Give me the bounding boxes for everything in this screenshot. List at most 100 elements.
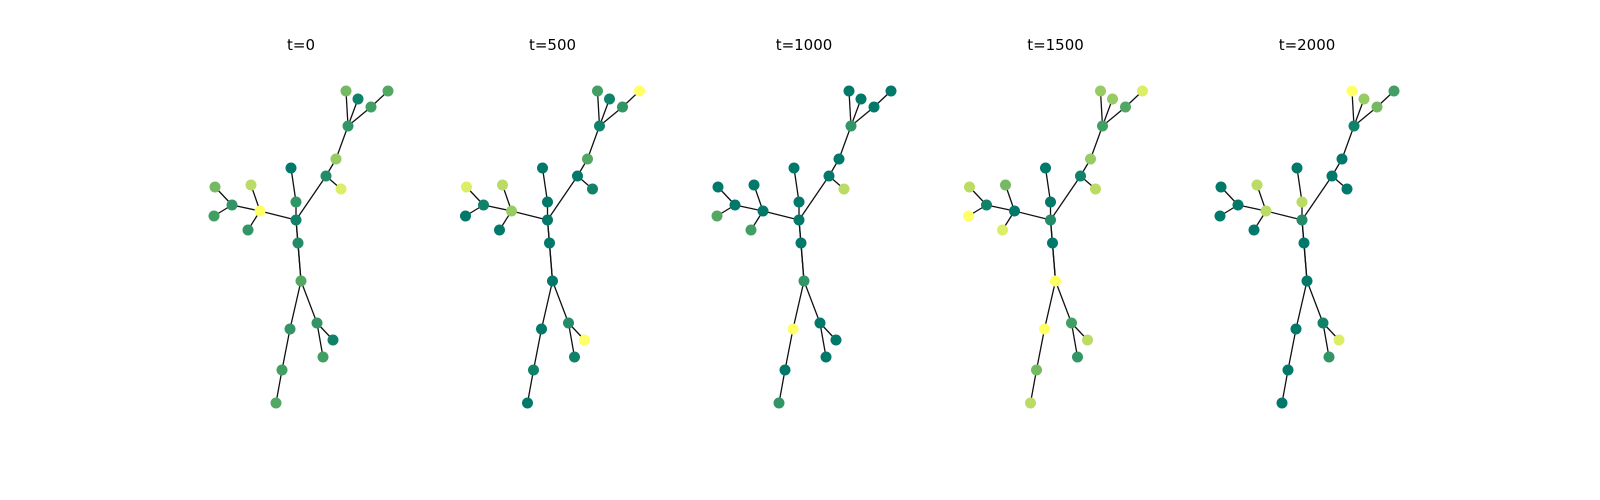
- network-edge: [1341, 125, 1355, 160]
- network-node: [537, 162, 548, 174]
- network-node: [729, 199, 741, 211]
- network-node: [1039, 323, 1050, 335]
- network-node: [342, 120, 354, 132]
- network-edge: [762, 210, 800, 221]
- network-node: [1000, 179, 1011, 191]
- network-edge: [540, 280, 554, 330]
- network-edge: [1265, 210, 1303, 221]
- network-edge: [838, 125, 852, 160]
- network-node: [1047, 237, 1058, 249]
- network-node: [757, 205, 769, 217]
- network-edge: [532, 328, 543, 371]
- network-node: [1301, 275, 1313, 287]
- network-node: [594, 120, 605, 132]
- network-node: [569, 351, 580, 363]
- network-node: [1072, 351, 1083, 363]
- network-node: [1348, 120, 1360, 132]
- network-node: [340, 85, 352, 97]
- network-edge: [1014, 210, 1051, 221]
- network-node: [352, 93, 364, 105]
- network-node: [295, 275, 307, 287]
- network-edge: [295, 175, 327, 221]
- network-node: [1040, 162, 1051, 174]
- network-edge: [1322, 322, 1330, 358]
- network-node: [787, 323, 799, 335]
- network-edge: [281, 328, 291, 371]
- network-node: [793, 196, 805, 208]
- network-edge: [275, 369, 283, 404]
- network-node: [1298, 237, 1310, 249]
- network-node: [773, 397, 785, 409]
- network-node: [245, 179, 257, 191]
- network-node: [290, 214, 302, 226]
- network-node: [1260, 205, 1272, 217]
- network-node: [1045, 196, 1056, 208]
- network-edge: [798, 219, 805, 282]
- network-edge: [792, 280, 805, 330]
- network-node: [617, 101, 628, 113]
- network-node: [460, 210, 471, 222]
- network-edge: [793, 167, 800, 203]
- network-edge: [1295, 280, 1308, 330]
- network-node: [981, 199, 992, 211]
- network-node: [1346, 85, 1358, 97]
- network-node: [506, 205, 517, 217]
- network-node: [795, 237, 807, 249]
- network-node: [748, 179, 760, 191]
- network-node: [270, 397, 282, 409]
- network-node: [1333, 334, 1345, 346]
- network-edge: [300, 280, 318, 324]
- network-node: [1251, 179, 1263, 191]
- network-edge: [511, 210, 548, 221]
- network-node: [843, 85, 855, 97]
- network-node: [745, 224, 757, 236]
- network-edge: [316, 322, 324, 358]
- network-node: [1050, 275, 1061, 287]
- network-node: [1045, 214, 1056, 226]
- network-node: [1097, 120, 1108, 132]
- network-node: [604, 93, 615, 105]
- network-node: [1009, 205, 1020, 217]
- network-node: [1215, 181, 1227, 193]
- network-panel-4: t=2000: [1214, 36, 1400, 409]
- network-node: [327, 334, 339, 346]
- network-node: [1290, 323, 1302, 335]
- network-node: [209, 181, 221, 193]
- network-node: [494, 224, 505, 236]
- network-edge: [1281, 369, 1289, 404]
- network-node: [478, 199, 489, 211]
- network-node: [311, 317, 323, 329]
- network-edge: [778, 369, 786, 404]
- network-edge: [335, 125, 349, 160]
- network-node: [1326, 170, 1338, 182]
- network-node: [1358, 93, 1370, 105]
- network-node: [1296, 214, 1308, 226]
- network-node: [712, 181, 724, 193]
- network-edge: [784, 328, 794, 371]
- network-node: [1296, 196, 1308, 208]
- network-node: [868, 101, 880, 113]
- network-edge: [1043, 280, 1057, 330]
- network-node: [536, 323, 547, 335]
- network-node: [284, 323, 296, 335]
- network-node: [814, 317, 826, 329]
- network-node: [963, 210, 974, 222]
- network-node: [1031, 364, 1042, 376]
- network-node: [579, 334, 590, 346]
- network-edge: [1301, 219, 1308, 282]
- network-edge: [259, 210, 297, 221]
- network-node: [1066, 317, 1077, 329]
- network-node: [779, 364, 791, 376]
- network-edge: [1099, 90, 1104, 127]
- network-edge: [526, 369, 535, 404]
- network-edge: [546, 175, 579, 221]
- network-node: [997, 224, 1008, 236]
- network-node: [1137, 85, 1148, 97]
- network-edge: [819, 322, 827, 358]
- panel-title: t=1500: [1027, 36, 1084, 54]
- network-node: [1291, 162, 1303, 174]
- network-edge: [596, 90, 601, 127]
- network-node: [1214, 210, 1226, 222]
- network-node: [1248, 224, 1260, 236]
